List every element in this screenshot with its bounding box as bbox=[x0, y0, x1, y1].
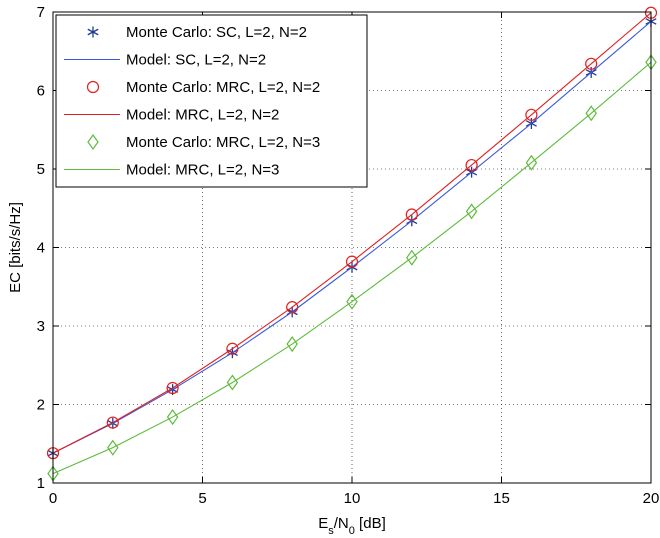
legend-swatch-marker bbox=[87, 133, 99, 151]
data-point bbox=[465, 158, 478, 172]
legend-label: Monte Carlo: MRC, L=2, N=3 bbox=[126, 134, 320, 151]
x-axis-label-mid: /N bbox=[334, 515, 349, 532]
data-point bbox=[286, 301, 299, 314]
legend-item: Model: MRC, L=2, N=3 bbox=[64, 162, 279, 179]
x-tick-label: 5 bbox=[198, 490, 206, 507]
x-axis-label-sub2: 0 bbox=[349, 525, 355, 537]
data-point bbox=[166, 381, 179, 395]
data-point bbox=[345, 255, 359, 268]
y-tick-label: 1 bbox=[37, 475, 45, 492]
data-point bbox=[525, 108, 538, 121]
grid bbox=[53, 12, 651, 483]
legend-label: Model: SC, L=2, N=2 bbox=[126, 52, 266, 69]
data-point bbox=[226, 342, 239, 355]
series-3 bbox=[52, 12, 652, 454]
y-tick-label: 2 bbox=[37, 397, 45, 414]
x-tick-label: 10 bbox=[344, 490, 361, 507]
y-tick-label: 4 bbox=[37, 240, 45, 257]
legend: Monte Carlo: SC, L=2, N=2 Model: SC, L=2,… bbox=[55, 14, 368, 188]
x-tick-label: 0 bbox=[49, 490, 57, 507]
legend-swatch-marker bbox=[86, 80, 100, 94]
y-tick-label: 5 bbox=[37, 161, 45, 178]
x-axis-label-main: E bbox=[318, 515, 328, 532]
legend-label: Monte Carlo: MRC, L=2, N=2 bbox=[126, 79, 320, 96]
legend-label: Model: MRC, L=2, N=2 bbox=[126, 107, 279, 124]
legend-item: Model: MRC, L=2, N=2 bbox=[64, 107, 279, 124]
legend-item: Monte Carlo: SC, L=2, N=2 bbox=[87, 24, 307, 41]
data-point bbox=[405, 208, 418, 221]
y-tick-label: 3 bbox=[37, 318, 45, 335]
x-axis-label-sub1: s bbox=[328, 525, 334, 537]
series-line bbox=[52, 61, 652, 475]
y-tick-label: 7 bbox=[37, 4, 45, 21]
legend-label: Monte Carlo: SC, L=2, N=2 bbox=[126, 24, 307, 41]
x-axis-label: Es/N0 [dB] bbox=[318, 515, 386, 537]
series-line bbox=[52, 12, 652, 454]
asterisk-stroke bbox=[87, 28, 99, 36]
x-tick-label: 15 bbox=[493, 490, 510, 507]
x-tick-label: 20 bbox=[643, 490, 660, 507]
legend-item: Model: SC, L=2, N=2 bbox=[64, 52, 266, 69]
legend-item: Monte Carlo: MRC, L=2, N=2 bbox=[86, 79, 320, 96]
data-point bbox=[107, 439, 119, 456]
plot-area bbox=[46, 6, 658, 482]
legend-label: Model: MRC, L=2, N=3 bbox=[126, 162, 279, 179]
series-5 bbox=[52, 61, 652, 475]
legend-swatch-marker bbox=[87, 26, 99, 38]
data-point bbox=[106, 416, 119, 429]
data-point bbox=[585, 57, 598, 70]
x-axis-label-unit: [dB] bbox=[355, 515, 386, 532]
axis-ticks: 0 5 10 15 20 1 2 3 4 5 6 7 bbox=[37, 4, 660, 507]
legend-item: Monte Carlo: MRC, L=2, N=3 bbox=[87, 133, 320, 151]
legend-box bbox=[55, 14, 368, 188]
y-tick-label: 6 bbox=[37, 83, 45, 100]
y-axis-label: EC [bits/s/Hz] bbox=[7, 202, 24, 293]
